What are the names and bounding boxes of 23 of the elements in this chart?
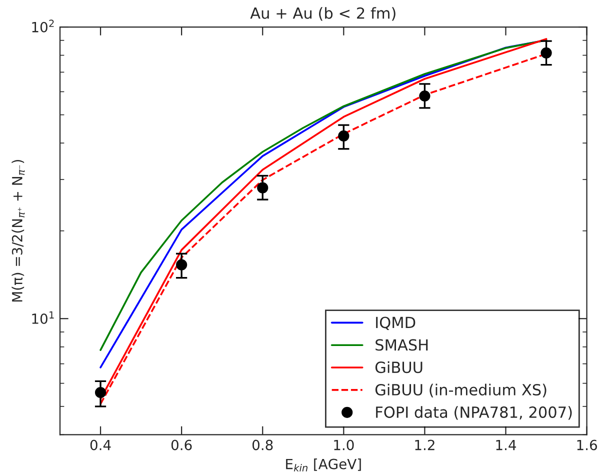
chart-title: Au + Au (b < 2 fm) bbox=[250, 7, 396, 21]
y-tick-label: 10$^{2}$ bbox=[32, 20, 54, 32]
point bbox=[94, 386, 106, 398]
legend-label: FOPI data (NPA781, 2007) bbox=[376, 406, 572, 420]
point bbox=[176, 259, 188, 270]
x-tick-label: 1.0 bbox=[334, 440, 354, 450]
point bbox=[419, 90, 430, 102]
legend-label: IQMD bbox=[376, 316, 416, 330]
y-tick-label: 10$^{1}$ bbox=[32, 311, 54, 324]
point bbox=[338, 130, 350, 142]
x-axis-title: E$_{kin}$ [AGeV] bbox=[286, 458, 361, 472]
x-tick-label: 1.4 bbox=[496, 440, 516, 450]
y-axis-title: M(π) =3/2(N$_{π⁺}$ + N$_{π⁻}$) bbox=[12, 160, 25, 302]
x-tick-label: 0.8 bbox=[252, 440, 273, 450]
legend-label: SMASH bbox=[376, 339, 428, 351]
x-tick-label: 0.4 bbox=[90, 440, 111, 450]
x-tick-label: 1.2 bbox=[415, 440, 434, 450]
point bbox=[257, 182, 268, 194]
legend-label: GiBUU (in-medium XS) bbox=[375, 384, 546, 398]
x-tick-label: 1.6 bbox=[577, 440, 597, 450]
x-tick-label: 0.6 bbox=[171, 440, 192, 450]
point bbox=[540, 47, 552, 58]
legend-label: GiBUU bbox=[375, 361, 422, 374]
